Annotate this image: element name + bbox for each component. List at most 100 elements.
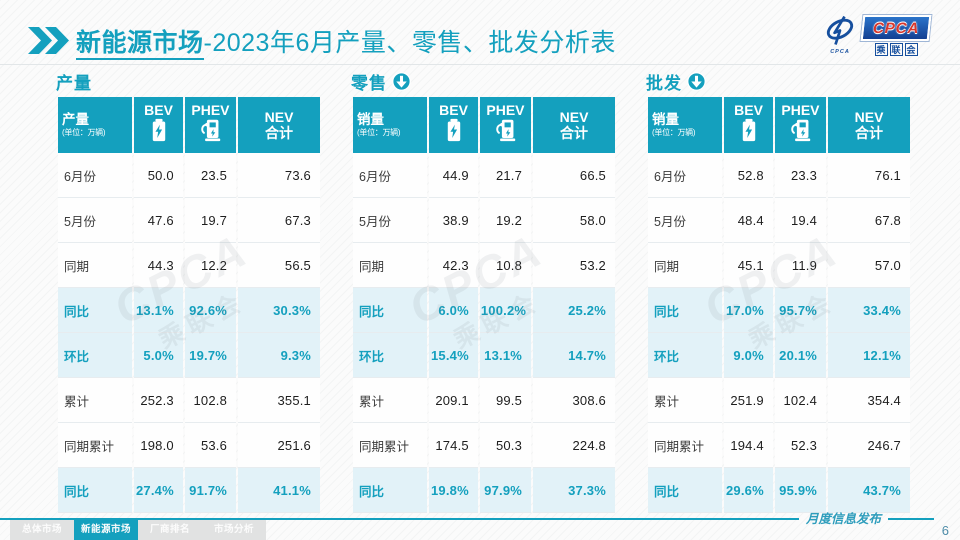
cell-nev: 56.5 <box>238 243 320 288</box>
table-row: 6月份 52.8 23.3 76.1 <box>648 153 910 198</box>
section-head-retail: 零售 <box>351 70 617 93</box>
battery-icon <box>446 118 462 147</box>
cell-bev: 45.1 <box>724 243 773 288</box>
cell-bev: 251.9 <box>724 378 773 423</box>
cell-bev: 27.4% <box>134 468 183 513</box>
cell-nev: 66.5 <box>533 153 615 198</box>
cpca-logo-chinese: 乘联会 <box>874 43 918 56</box>
row-label: 同比 <box>648 288 723 333</box>
row-label: 同期 <box>353 243 428 288</box>
cell-phev: 23.3 <box>774 153 827 198</box>
cell-nev: 9.3% <box>238 333 320 378</box>
charging-station-icon <box>493 118 517 147</box>
cell-phev: 91.7% <box>184 468 237 513</box>
charging-station-icon <box>788 118 812 147</box>
cell-bev: 13.1% <box>134 288 183 333</box>
cell-nev: 12.1% <box>828 333 910 378</box>
cell-bev: 50.0 <box>134 153 183 198</box>
cell-nev: 37.3% <box>533 468 615 513</box>
cell-nev: 14.7% <box>533 333 615 378</box>
cell-bev: 5.0% <box>134 333 183 378</box>
col-header-bev: BEV <box>429 97 478 153</box>
row-label: 同比 <box>58 468 133 513</box>
section-head-wholesale: 批发 <box>646 70 912 93</box>
table-row: 同期累计 198.0 53.6 251.6 <box>58 423 320 468</box>
footer-tab-nev-market[interactable]: 新能源市场 <box>74 520 138 540</box>
cell-nev: 354.4 <box>828 378 910 423</box>
slide-header: 新能源市场-2023年6月产量、零售、批发分析表 CPCA CPCA 乘联会 <box>0 0 960 65</box>
cell-bev: 9.0% <box>724 333 773 378</box>
table-row: 5月份 48.4 19.4 67.8 <box>648 198 910 243</box>
section-title-retail: 零售 <box>351 74 387 93</box>
cell-phev: 99.5 <box>479 378 532 423</box>
cell-phev: 19.7% <box>184 333 237 378</box>
cell-nev: 251.6 <box>238 423 320 468</box>
wholesale-table: 销量 (单位：万辆) BEV PHEV NEV 合计 6月份 52.8 23.3 76.1 5月份 4… <box>646 97 912 513</box>
row-label: 同期累计 <box>353 423 428 468</box>
table-row: 6月份 44.9 21.7 66.5 <box>353 153 615 198</box>
cell-nev: 53.2 <box>533 243 615 288</box>
row-label: 环比 <box>353 333 428 378</box>
footer-rule-line-short <box>888 518 934 520</box>
page-title-rest: -2023年6月产量、零售、批发分析表 <box>203 29 616 57</box>
table-row: 5月份 38.9 19.2 58.0 <box>353 198 615 243</box>
row-label: 6月份 <box>353 153 428 198</box>
table-row: 同期 44.3 12.2 56.5 <box>58 243 320 288</box>
page-title-highlight: 新能源市场 <box>76 29 204 60</box>
cell-nev: 57.0 <box>828 243 910 288</box>
footer-tab-oem-ranking[interactable]: 厂商排名 <box>149 524 190 535</box>
row-label: 同期累计 <box>58 423 133 468</box>
table-row: 环比 5.0% 19.7% 9.3% <box>58 333 320 378</box>
cell-nev: 67.3 <box>238 198 320 243</box>
cell-bev: 44.9 <box>429 153 478 198</box>
cell-phev: 19.2 <box>479 198 532 243</box>
retail-table-card: 零售销量 (单位：万辆) BEV PHEV NEV 合计 6月份 44.9 21.7 66.5 5月… <box>351 70 617 513</box>
cell-nev: 246.7 <box>828 423 910 468</box>
production-table-card: 产量 产量 (单位：万辆) BEV PHEV NEV 合计 6月份 50.0 23.5 73.6 5月… <box>56 70 322 513</box>
cell-nev: 30.3% <box>238 288 320 333</box>
cell-bev: 194.4 <box>724 423 773 468</box>
cell-phev: 102.4 <box>774 378 827 423</box>
retail-table: 销量 (单位：万辆) BEV PHEV NEV 合计 6月份 44.9 21.7 66.5 5月份 3… <box>351 97 617 513</box>
table-row: 同比 27.4% 91.7% 41.1% <box>58 468 320 513</box>
page-number: 6 <box>941 523 949 538</box>
cell-phev: 95.9% <box>774 468 827 513</box>
cell-phev: 10.8 <box>479 243 532 288</box>
cell-phev: 97.9% <box>479 468 532 513</box>
cell-bev: 17.0% <box>724 288 773 333</box>
row-label: 6月份 <box>648 153 723 198</box>
row-label: 同比 <box>353 468 428 513</box>
table-corner-cell: 销量 (单位：万辆) <box>648 97 723 153</box>
footer-tabbar: 总体市场 新能源市场 厂商排名 市场分析 <box>10 520 266 540</box>
section-title-wholesale: 批发 <box>646 74 682 93</box>
table-row: 同比 19.8% 97.9% 37.3% <box>353 468 615 513</box>
table-row: 累计 252.3 102.8 355.1 <box>58 378 320 423</box>
cell-phev: 100.2% <box>479 288 532 333</box>
cpca-emblem-caption: CPCA <box>830 49 850 55</box>
footer-tab-total-market[interactable]: 总体市场 <box>21 524 62 535</box>
row-label: 同期 <box>58 243 133 288</box>
row-label: 同比 <box>648 468 723 513</box>
table-row: 同比 13.1% 92.6% 30.3% <box>58 288 320 333</box>
section-title-production: 产量 <box>56 74 92 93</box>
cell-phev: 12.2 <box>184 243 237 288</box>
cpca-logo: CPCA CPCA 乘联会 <box>821 15 932 56</box>
cell-bev: 19.8% <box>429 468 478 513</box>
row-label: 同期累计 <box>648 423 723 468</box>
cell-bev: 44.3 <box>134 243 183 288</box>
footer-rule-line <box>0 518 799 520</box>
cell-phev: 19.7 <box>184 198 237 243</box>
wholesale-table-card: 批发 销量 (单位：万辆) BEV PHEV NEV 合计 6月份 52.8 23.3 76.1 5月… <box>646 70 912 513</box>
table-row: 5月份 47.6 19.7 67.3 <box>58 198 320 243</box>
row-label: 5月份 <box>58 198 133 243</box>
cpca-logo-acronym: CPCA <box>872 19 920 37</box>
table-row: 累计 209.1 99.5 308.6 <box>353 378 615 423</box>
footer-tab-market-analysis[interactable]: 市场分析 <box>213 524 254 535</box>
cell-bev: 29.6% <box>724 468 773 513</box>
page-title: 新能源市场-2023年6月产量、零售、批发分析表 <box>76 23 616 60</box>
row-label: 环比 <box>58 333 133 378</box>
cell-nev: 308.6 <box>533 378 615 423</box>
cell-bev: 174.5 <box>429 423 478 468</box>
cell-phev: 19.4 <box>774 198 827 243</box>
col-header-nev: NEV 合计 <box>828 97 910 153</box>
